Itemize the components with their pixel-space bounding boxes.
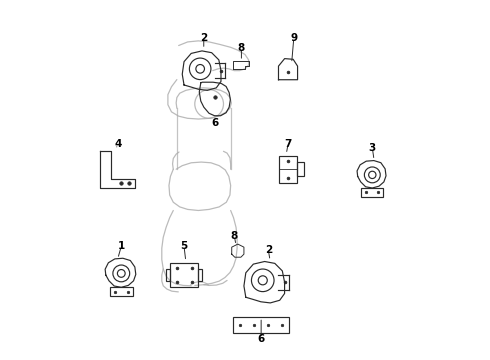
Text: 8: 8 — [238, 43, 245, 53]
Text: 3: 3 — [368, 143, 376, 153]
Text: 4: 4 — [114, 139, 122, 149]
Text: 1: 1 — [118, 241, 125, 251]
Text: 2: 2 — [265, 245, 272, 255]
Text: 6: 6 — [211, 118, 218, 128]
Text: 9: 9 — [290, 33, 297, 43]
Text: 2: 2 — [200, 33, 207, 43]
Text: 6: 6 — [258, 333, 265, 343]
Text: 5: 5 — [180, 241, 188, 251]
Text: 7: 7 — [284, 139, 292, 149]
Text: 8: 8 — [231, 231, 238, 240]
